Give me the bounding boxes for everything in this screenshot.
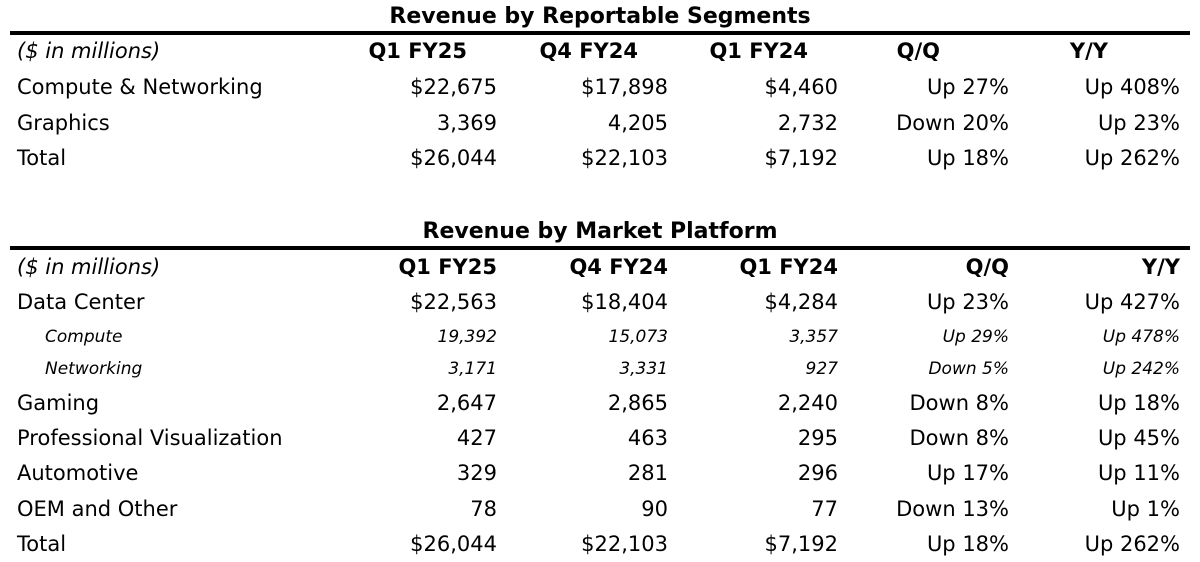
table-cell: 3,171 bbox=[448, 359, 497, 379]
table-cell: Up 18% bbox=[926, 532, 1009, 556]
column-header: ($ in millions) bbox=[17, 255, 161, 279]
table-cell: $4,460 bbox=[764, 75, 838, 99]
row-label: Data Center bbox=[17, 290, 145, 314]
row-label: Total bbox=[17, 532, 67, 556]
table-cell: $7,192 bbox=[764, 532, 838, 556]
table-cell: 78 bbox=[470, 497, 497, 521]
column-header: Y/Y bbox=[1141, 255, 1180, 279]
table-cell: Down 20% bbox=[896, 111, 1009, 135]
row-label: Networking bbox=[45, 359, 143, 379]
table-cell: 3,357 bbox=[789, 327, 838, 347]
table-cell: Down 5% bbox=[928, 359, 1009, 379]
table-cell: Up 17% bbox=[926, 461, 1009, 485]
table-cell: Up 18% bbox=[1097, 391, 1180, 415]
column-header: Q4 FY24 bbox=[539, 39, 638, 63]
table-cell: $22,103 bbox=[581, 532, 668, 556]
table-cell: 77 bbox=[811, 497, 838, 521]
table-cell: Down 13% bbox=[896, 497, 1009, 521]
table-cell: 2,865 bbox=[607, 391, 668, 415]
table-cell: Up 1% bbox=[1111, 497, 1180, 521]
table-cell: 3,331 bbox=[619, 359, 668, 379]
title-rule bbox=[10, 31, 1190, 35]
row-label: Gaming bbox=[17, 391, 100, 415]
table-cell: 4,205 bbox=[607, 111, 668, 135]
table-cell: $17,898 bbox=[581, 75, 668, 99]
table-cell: $7,192 bbox=[764, 146, 838, 170]
column-header: Q1 FY24 bbox=[739, 255, 838, 279]
column-header: Q1 FY24 bbox=[709, 39, 808, 63]
table-cell: 2,647 bbox=[436, 391, 497, 415]
table-cell: Up 23% bbox=[926, 290, 1009, 314]
column-header: Q4 FY24 bbox=[569, 255, 668, 279]
table-cell: 463 bbox=[627, 426, 668, 450]
table-cell: 295 bbox=[797, 426, 838, 450]
table-cell: 90 bbox=[641, 497, 668, 521]
row-label: Compute bbox=[45, 327, 123, 347]
table-cell: Up 408% bbox=[1084, 75, 1180, 99]
table-cell: $4,284 bbox=[764, 290, 838, 314]
table-cell: $22,103 bbox=[581, 146, 668, 170]
table-title: Revenue by Market Platform bbox=[422, 219, 778, 244]
table-cell: Down 8% bbox=[909, 391, 1010, 415]
table-cell: Down 8% bbox=[909, 426, 1010, 450]
table-cell: 2,240 bbox=[777, 391, 838, 415]
row-label: Automotive bbox=[17, 461, 139, 485]
table-cell: Up 11% bbox=[1097, 461, 1180, 485]
column-header: Q/Q bbox=[965, 255, 1009, 279]
row-label: OEM and Other bbox=[17, 497, 178, 521]
table-cell: Up 427% bbox=[1084, 290, 1180, 314]
table-cell: 19,392 bbox=[437, 327, 497, 347]
column-header: Q1 FY25 bbox=[398, 255, 497, 279]
row-label: Compute & Networking bbox=[17, 75, 263, 99]
title-rule bbox=[10, 246, 1190, 250]
table-cell: 296 bbox=[797, 461, 838, 485]
row-label: Graphics bbox=[17, 111, 110, 135]
table-cell: Up 262% bbox=[1084, 146, 1180, 170]
table-cell: Up 29% bbox=[942, 327, 1009, 347]
table-cell: 15,073 bbox=[608, 327, 668, 347]
table-cell: $22,563 bbox=[410, 290, 497, 314]
table-cell: Up 23% bbox=[1097, 111, 1180, 135]
table-cell: Up 18% bbox=[926, 146, 1009, 170]
table-cell: $26,044 bbox=[410, 532, 497, 556]
row-label: Professional Visualization bbox=[17, 426, 283, 450]
row-label: Total bbox=[17, 146, 67, 170]
table-cell: Up 478% bbox=[1102, 327, 1180, 347]
table-cell: Up 45% bbox=[1097, 426, 1180, 450]
table-cell: 329 bbox=[456, 461, 497, 485]
table-cell: Up 27% bbox=[926, 75, 1009, 99]
table-cell: $22,675 bbox=[410, 75, 497, 99]
table-cell: $26,044 bbox=[410, 146, 497, 170]
table-cell: 2,732 bbox=[777, 111, 838, 135]
column-header: ($ in millions) bbox=[17, 39, 161, 63]
table-cell: 3,369 bbox=[436, 111, 497, 135]
table-cell: $18,404 bbox=[581, 290, 668, 314]
column-header: Y/Y bbox=[1069, 39, 1108, 63]
table-cell: 281 bbox=[627, 461, 668, 485]
table-cell: Up 262% bbox=[1084, 532, 1180, 556]
table-cell: Up 242% bbox=[1102, 359, 1180, 379]
table-cell: 427 bbox=[456, 426, 497, 450]
table-title: Revenue by Reportable Segments bbox=[389, 4, 811, 29]
table-cell: 927 bbox=[805, 359, 838, 379]
column-header: Q/Q bbox=[896, 39, 940, 63]
column-header: Q1 FY25 bbox=[368, 39, 467, 63]
